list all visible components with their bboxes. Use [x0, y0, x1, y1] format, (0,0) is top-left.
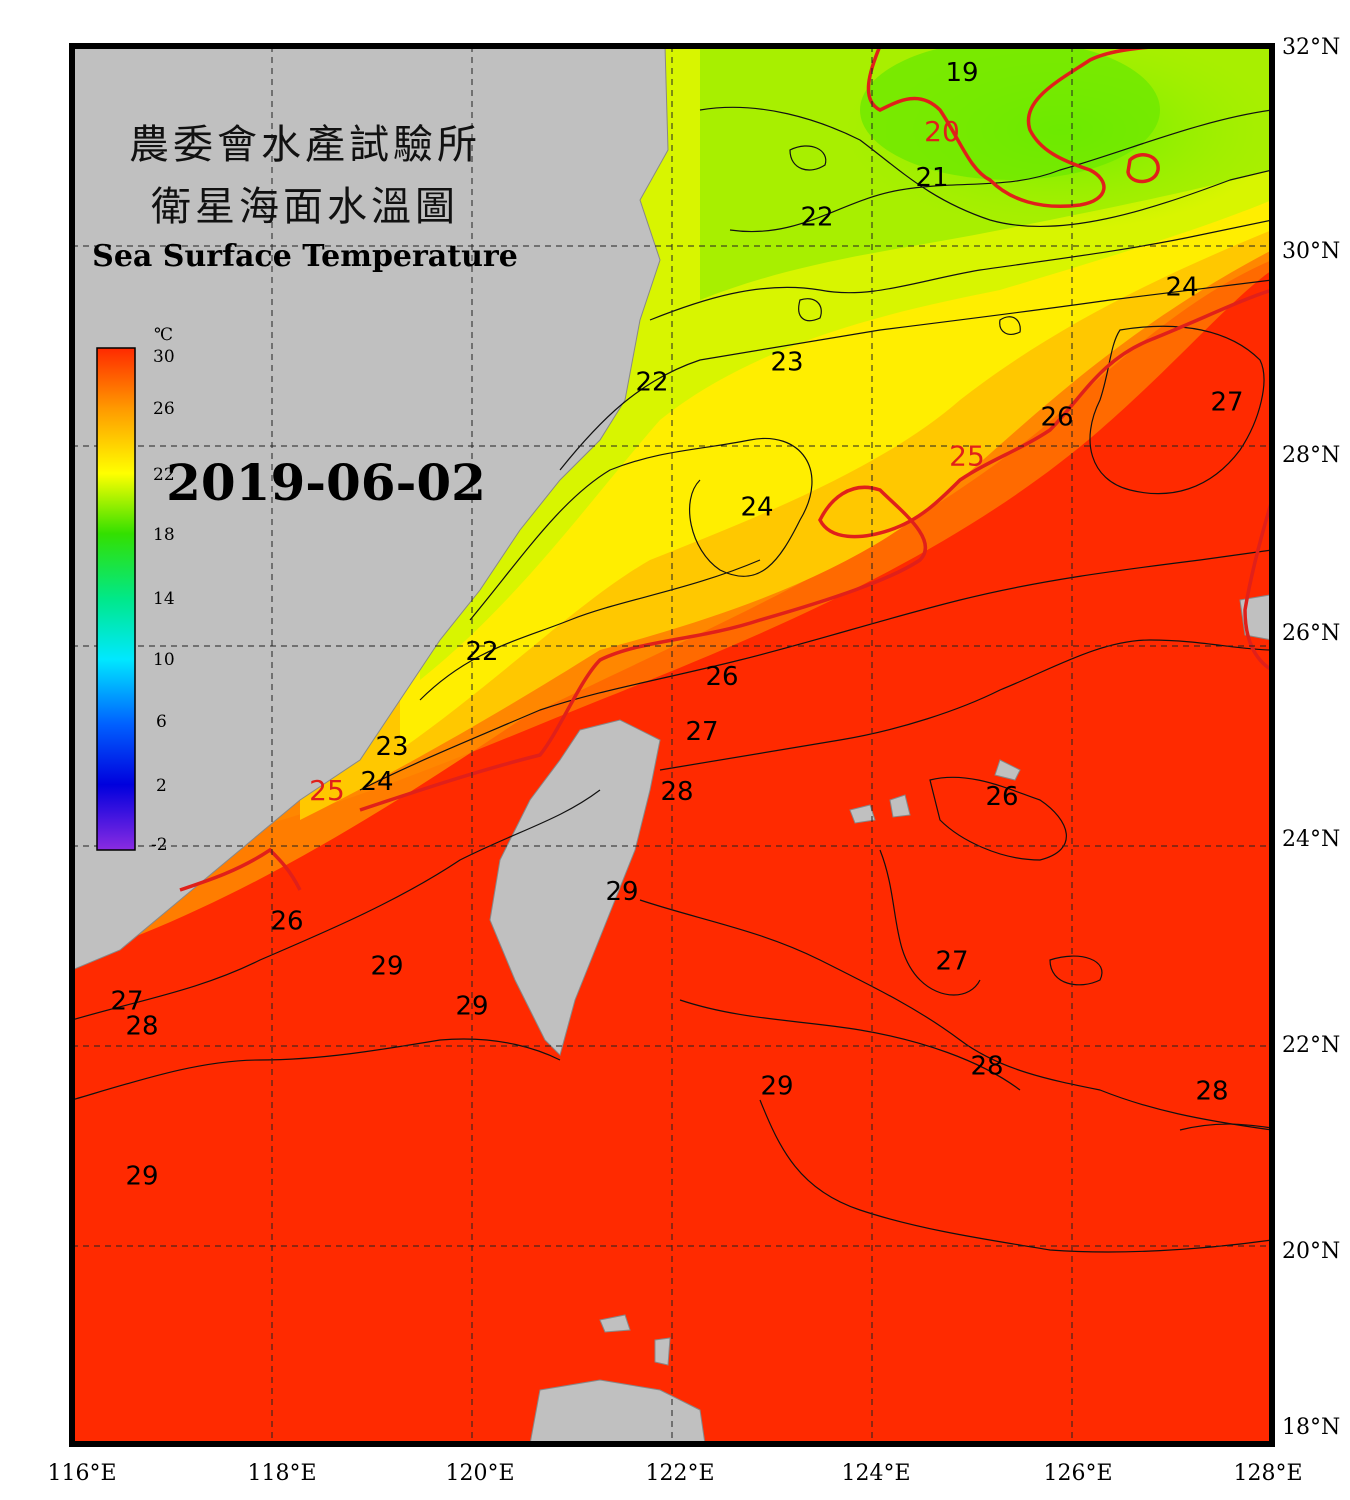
- map-frame: [69, 43, 1275, 1447]
- lat-label: 30°N: [1282, 239, 1340, 264]
- longitude-axis: 116°E 118°E 120°E 122°E 124°E 126°E 128°…: [47, 1461, 1302, 1486]
- isotherm-label: 27: [110, 987, 143, 1017]
- isotherm-label: 24: [360, 767, 393, 797]
- lon-label: 128°E: [1233, 1461, 1302, 1486]
- isotherm-label: 26: [705, 662, 738, 692]
- isotherm-label: 28: [1195, 1077, 1228, 1107]
- colorbar-tick: 22: [153, 465, 175, 485]
- colorbar-tick: 18: [153, 525, 175, 545]
- lat-label: 22°N: [1282, 1033, 1340, 1058]
- isotherm-label: 28: [660, 777, 693, 807]
- title-line1: 農委會水產試驗所: [129, 122, 481, 168]
- isotherm-label: 29: [455, 992, 488, 1022]
- taiwan-island: [489, 719, 661, 1056]
- isotherm-label: 29: [760, 1072, 793, 1102]
- title-english: Sea Surface Temperature: [92, 239, 518, 274]
- highlight-isotherms: [179, 46, 1272, 892]
- isotherm-label: 27: [935, 947, 968, 977]
- isotherm-label: 29: [370, 952, 403, 982]
- lat-label: 26°N: [1282, 621, 1340, 646]
- colorbar-tick: 2: [156, 776, 167, 796]
- date-label: 2019-06-02: [166, 453, 486, 512]
- luzon-island: [529, 1379, 706, 1444]
- isotherm-label: 28: [970, 1052, 1003, 1082]
- isotherm-label: 21: [915, 163, 948, 193]
- isotherm-label: 22: [635, 368, 668, 398]
- isotherm-label: 23: [375, 732, 408, 762]
- isotherm-label: 29: [125, 1161, 158, 1191]
- land: [72, 46, 1272, 1444]
- title-line2: 衛星海面水溫圖: [151, 184, 459, 230]
- lon-label: 120°E: [445, 1461, 514, 1486]
- isotherm-label-highlight: 25: [309, 774, 345, 807]
- lat-label: 18°N: [1282, 1415, 1340, 1440]
- isotherm-label: 23: [770, 348, 803, 378]
- isotherm-label: 19: [945, 58, 978, 88]
- isotherm-label: 22: [465, 637, 498, 667]
- lat-label: 24°N: [1282, 827, 1340, 852]
- lon-label: 126°E: [1043, 1461, 1112, 1486]
- colorbar: ℃ 30 26 22 18 14 10 6 2 -2: [96, 325, 175, 855]
- colorbar-unit: ℃: [154, 325, 173, 345]
- china-mainland: [72, 46, 669, 971]
- isotherm-label: 27: [1210, 388, 1243, 418]
- colorbar-tick: 26: [153, 399, 175, 419]
- graticule: [72, 46, 1272, 1444]
- colorbar-tick: -2: [151, 835, 168, 855]
- lon-label: 116°E: [47, 1461, 116, 1486]
- lat-label: 28°N: [1282, 443, 1340, 468]
- lat-label: 20°N: [1282, 1239, 1340, 1264]
- isotherm-label: 24: [1165, 273, 1198, 303]
- colorbar-tick: 6: [156, 712, 167, 732]
- isotherm-label-highlight: 20: [924, 115, 960, 148]
- isotherm-label-highlight: 25: [949, 439, 985, 472]
- isotherm-label: 26: [270, 907, 303, 937]
- colorbar-gradient: [96, 347, 136, 851]
- latitude-axis: 32°N 30°N 28°N 26°N 24°N 22°N 20°N 18°N: [1282, 35, 1340, 1440]
- lon-label: 124°E: [841, 1461, 910, 1486]
- lon-label: 118°E: [247, 1461, 316, 1486]
- isotherm-label: 24: [740, 492, 773, 522]
- isotherm-label: 28: [125, 1012, 158, 1042]
- colorbar-tick: 14: [153, 589, 175, 609]
- lon-label: 122°E: [645, 1461, 714, 1486]
- isotherm-label: 26: [1040, 403, 1073, 433]
- isotherm-label: 26: [985, 782, 1018, 812]
- colorbar-tick: 10: [153, 650, 175, 670]
- lat-label: 32°N: [1282, 35, 1340, 60]
- isotherm-label: 27: [685, 717, 718, 747]
- isotherms: [72, 106, 1272, 1253]
- isotherm-label: 29: [605, 877, 638, 907]
- colorbar-tick: 30: [153, 347, 175, 367]
- isotherm-label: 22: [800, 203, 833, 233]
